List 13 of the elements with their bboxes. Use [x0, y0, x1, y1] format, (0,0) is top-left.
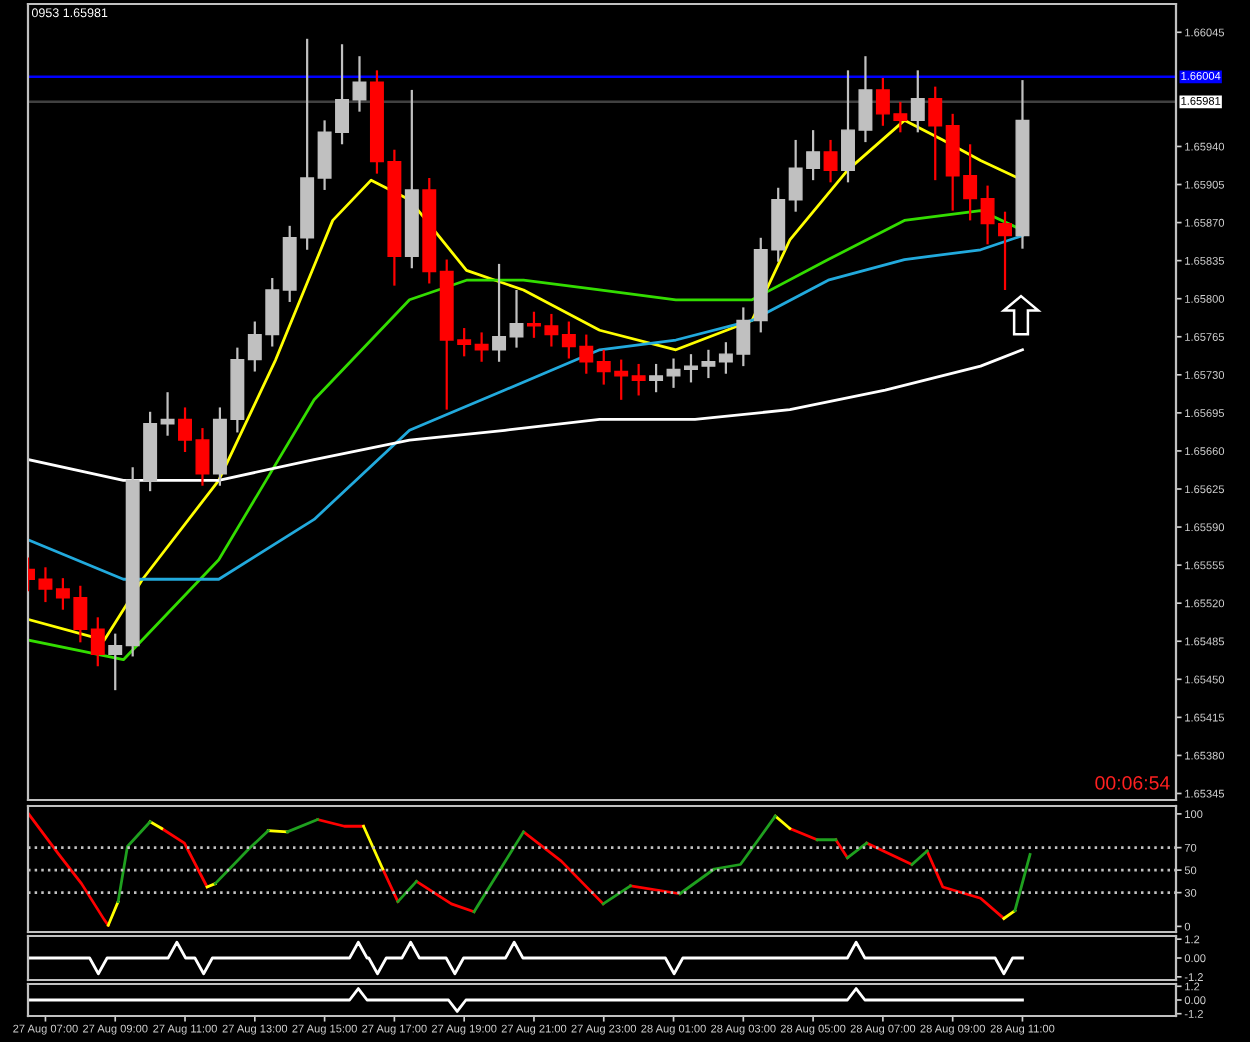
candlestick	[631, 362, 646, 397]
candlestick	[509, 288, 524, 349]
candlestick	[649, 362, 664, 394]
candlestick	[928, 85, 943, 182]
annotation: 00:06:54	[1095, 776, 1170, 790]
candlestick	[492, 262, 507, 363]
candlestick	[108, 632, 123, 692]
candlestick	[90, 616, 105, 668]
candlestick	[474, 331, 489, 363]
candlestick	[352, 55, 367, 113]
candlestick	[910, 69, 925, 134]
candlestick	[823, 138, 838, 184]
candlestick	[160, 391, 175, 437]
